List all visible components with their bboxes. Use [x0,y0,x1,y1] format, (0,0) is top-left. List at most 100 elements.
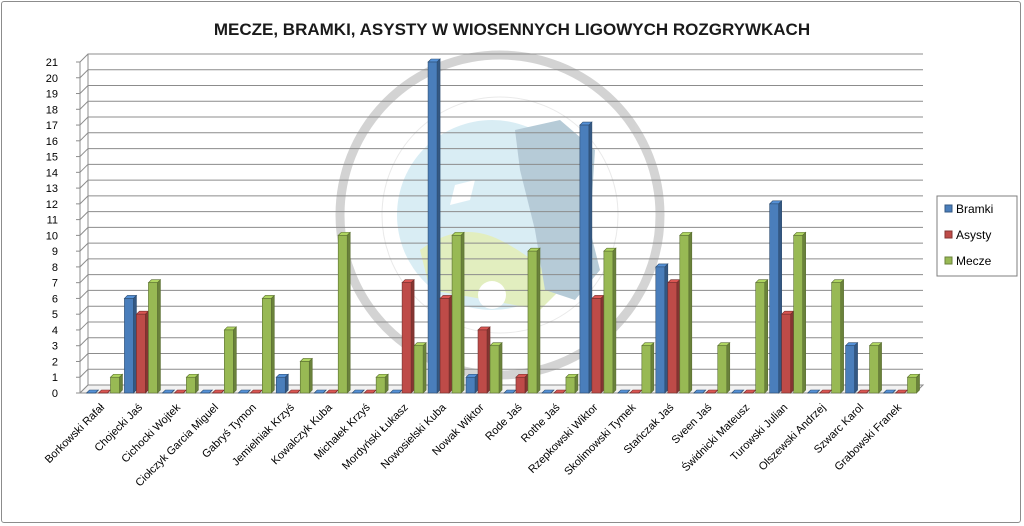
bar-asysty-turowski-julian [780,310,795,394]
x-tick-label: Nowosielski Kuba [379,401,449,471]
bar-bramki-stanczak-jas [655,263,669,394]
legend-item-mecze: Mecze [944,254,992,268]
x-tick-label: Rzepkowski Wiktor [526,401,600,475]
legend-swatch-asysty [944,230,953,239]
gridline [79,69,923,79]
bar-mecze-olszewski-andrzej [830,278,845,394]
y-tick-label: 12 [46,199,58,211]
bar-mecze-ciolczyk-garcia-miguel [223,326,238,394]
y-tick-label: 10 [46,230,58,242]
legend-label-asysty: Asysty [956,228,991,242]
bar-asysty-grabowski-franek [894,389,909,394]
bar-mecze-borkowski-rafal [109,373,124,394]
bar-bramki-kowalczyk-kuba [313,389,327,394]
x-tick-label: Olszewski Andrzej [757,402,829,474]
bar-mecze-kowalczyk-kuba [337,231,351,394]
bar-mecze-rothe-jas [565,373,579,394]
bar-bramki-cichocki-wojtek [161,389,176,394]
bar-bramki-chojecki-jas [123,294,138,394]
bar-asysty-rode-jas [515,373,529,394]
bar-asysty-stanczak-jas [667,278,681,394]
bar-mecze-nowosielski-kuba [451,231,465,394]
legend-label-bramki: Bramki [956,202,993,216]
x-tick-label: Mordyński Łukasz [340,402,411,473]
bar-bramki-skolimowski-tymek [617,389,631,394]
legend: Bramki Asysty Mecze [936,195,1018,277]
bar-bramki-sveen-jas [693,389,707,394]
x-tick-label: Świdnicki Mateusz [679,401,752,474]
bar-mecze-gabrys-tymon [261,294,276,394]
bar-bramki-nowak-wiktor [465,373,479,394]
bar-bramki-szwarc-karol [844,341,859,394]
bar-bramki-olszewski-andrzej [806,389,821,394]
y-tick-label: 19 [46,89,58,101]
legend-swatch-bramki [944,204,953,213]
bar-bramki-ciolczyk-garcia-miguel [199,389,214,394]
y-tick-label: 5 [52,309,58,321]
y-tick-label: 1 [52,372,58,384]
gridline [79,85,923,94]
y-tick-label: 2 [52,356,58,368]
bar-bramki-grabowski-franek [882,389,897,394]
y-tick-label: 11 [47,215,58,227]
y-tick-label: 18 [46,104,58,116]
bar-mecze-sveen-jas [717,341,731,394]
bar-bramki-michalek-krzys [351,389,365,394]
bar-mecze-stanczak-jas [679,231,693,394]
bar-asysty-nowosielski-kuba [439,294,453,394]
gridline [79,100,923,110]
y-tick-label: 21 [46,57,58,69]
bar-bramki-swidnicki-mateusz [730,389,745,394]
bar-bramki-rzepkowski-wiktor [579,121,593,394]
bar-mecze-chojecki-jas [147,278,162,394]
bars [85,58,921,394]
bar-bramki-rothe-jas [541,389,555,394]
y-tick-label: 3 [52,341,58,353]
y-tick-label: 6 [52,293,58,305]
y-tick-label: 8 [52,262,58,274]
x-tick-label: Borkowski Rafał [43,401,108,466]
bar-mecze-jemielniak-krzys [299,357,313,394]
legend-item-bramki: Bramki [944,202,993,216]
y-tick-label: 7 [52,278,58,290]
x-tick-label: Grabowski Franek [833,401,905,473]
bar-mecze-rzepkowski-wiktor [603,247,617,394]
y-tick-label: 16 [46,136,58,148]
bar-bramki-turowski-julian [768,200,783,394]
bar-asysty-chojecki-jas [135,310,150,394]
y-tick-label: 14 [46,167,58,179]
chart-title: MECZE, BRAMKI, ASYSTY W WIOSENNYCH LIGOW… [214,20,810,39]
y-tick-label: 17 [46,120,58,132]
bar-mecze-cichocki-wojtek [185,373,200,394]
bar-bramki-borkowski-rafal [85,389,100,394]
x-tick-label: Skolimowski Tymek [562,401,639,478]
bar-asysty-mordynski-lukasz [401,278,415,394]
bar-mecze-szwarc-karol [868,341,883,394]
bar-mecze-swidnicki-mateusz [754,278,769,394]
bar-mecze-nowak-wiktor [489,341,503,394]
y-tick-label: 0 [52,388,58,400]
y-tick-label: 9 [52,246,58,258]
bar-bramki-gabrys-tymon [237,389,252,394]
legend-swatch-mecze [944,256,953,265]
y-tick-label: 13 [46,183,58,195]
bar-asysty-michalek-krzys [363,389,377,394]
bar-mecze-mordynski-lukasz [413,341,427,394]
bar-bramki-nowosielski-kuba [427,58,441,394]
bar-mecze-michalek-krzys [375,373,389,394]
bar-bramki-jemielniak-krzys [275,373,289,394]
y-tick-label: 4 [52,325,58,337]
bar-mecze-skolimowski-tymek [641,341,655,394]
bar-mecze-grabowski-franek [906,373,921,394]
bar-mecze-rode-jas [527,247,541,394]
bar-asysty-nowak-wiktor [477,326,491,394]
legend-label-mecze: Mecze [956,254,992,268]
y-tick-label: 20 [46,73,58,85]
bar-asysty-rzepkowski-wiktor [591,294,605,394]
legend-item-asysty: Asysty [944,228,991,242]
bar-asysty-kowalczyk-kuba [325,389,339,394]
bar-asysty-rothe-jas [553,389,567,394]
